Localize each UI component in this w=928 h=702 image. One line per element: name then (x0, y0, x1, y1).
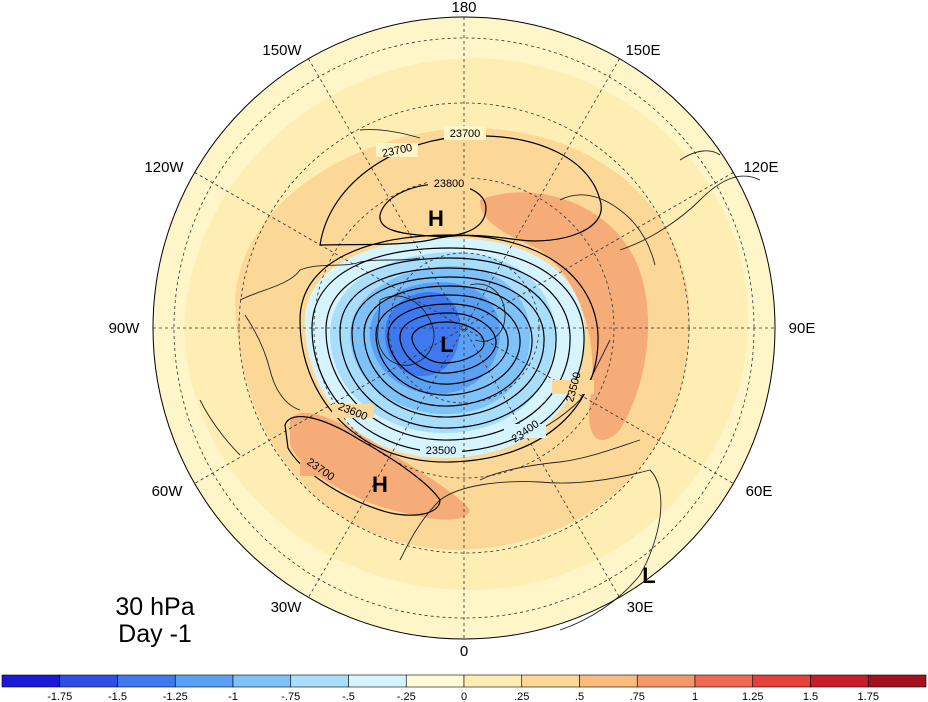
pressure-level-label: 30 hPa (115, 593, 195, 621)
colorbar-swatch (463, 674, 523, 688)
colorbar-swatch (117, 674, 176, 688)
colorbar-swatch (405, 674, 465, 688)
colorbar-swatch (810, 674, 869, 688)
lat-lon-grid (153, 17, 775, 639)
atlantic-positive-anomaly (290, 412, 470, 520)
lon-label-90w: 90W (109, 320, 141, 337)
colorbar-tick-label: 1 (692, 691, 698, 702)
contour-label: 23800 (434, 178, 465, 190)
map-boundary (152, 16, 776, 640)
colorbar-swatch (232, 674, 292, 688)
colorbar-tick-labels: -1.75 -1.5 -1.25 -1 -.75 -.5 -.25 0 .25 .5 .75 1 1.2… (47, 691, 879, 702)
lon-label-60e: 60E (746, 483, 773, 500)
colorbar-tick-label: -.75 (281, 691, 300, 702)
colorbar-tick-label: -1.25 (163, 691, 188, 702)
low-pressure-marker: L (642, 563, 655, 588)
colorbar-swatch (636, 674, 696, 688)
low-pressure-marker: L (440, 332, 453, 357)
colorbar-tick-label: 0 (461, 691, 467, 702)
contour-label: 23700 (450, 128, 481, 140)
colorbar-tick-label: .25 (514, 691, 529, 702)
lon-label-180: 180 (451, 0, 476, 16)
colorbar-swatch (1, 674, 61, 688)
contour-23400 (325, 257, 571, 441)
colorbar: -1.75 -1.5 -1.25 -1 -.75 -.5 -.25 0 .25 .5 .75 1 1.2… (1, 674, 927, 702)
colorbar-swatch (867, 674, 927, 688)
colorbar-swatches (1, 674, 927, 688)
anomaly-shading (153, 17, 775, 639)
colorbar-tick-label: -.5 (342, 691, 355, 702)
colorbar-tick-label: .5 (575, 691, 584, 702)
colorbar-swatch (59, 674, 118, 688)
polar-stereographic-map: 23700 23700 23800 23600 23500 23400 2350… (109, 0, 816, 660)
contour-23500 (311, 247, 585, 453)
longitude-labels: 180 150E 120E 90E 60E 30E 0 30W 60W 90W … (109, 0, 816, 660)
lon-label-30e: 30E (627, 599, 654, 616)
colorbar-tick-label: -.25 (397, 691, 416, 702)
colorbar-tick-label: .75 (630, 691, 645, 702)
lon-label-120w: 120W (144, 159, 184, 176)
colorbar-swatch (174, 674, 234, 688)
lon-label-30w: 30W (271, 599, 303, 616)
high-pressure-marker: H (372, 472, 388, 497)
colorbar-tick-label: 1.5 (803, 691, 818, 702)
colorbar-swatch (694, 674, 754, 688)
colorbar-tick-label: -1.5 (108, 691, 127, 702)
colorbar-tick-label: 1.75 (858, 691, 879, 702)
contour-label: 23500 (426, 445, 457, 457)
colorbar-tick-label: -1.75 (47, 691, 72, 702)
contour-23600 (299, 234, 599, 463)
contour-23800 (379, 183, 487, 237)
lon-label-90e: 90E (789, 320, 816, 337)
colorbar-tick-label: 1.25 (742, 691, 763, 702)
lon-label-60w: 60W (152, 483, 184, 500)
lon-label-150e: 150E (625, 42, 660, 59)
lon-label-0: 0 (460, 643, 468, 660)
contour-23700-atlantic (284, 416, 441, 516)
colorbar-tick-label: -1 (228, 691, 238, 702)
lon-label-120e: 120E (743, 159, 778, 176)
high-pressure-marker: H (428, 206, 444, 231)
colorbar-swatch (348, 674, 407, 688)
colorbar-swatch (579, 674, 638, 688)
colorbar-swatch (521, 674, 580, 688)
time-label: Day -1 (118, 620, 192, 648)
pressure-centers: H L H L (372, 206, 656, 588)
colorbar-swatch (290, 674, 349, 688)
lon-label-150w: 150W (262, 42, 302, 59)
colorbar-swatch (752, 674, 811, 688)
eurasia-positive-anomaly (480, 192, 649, 440)
panel-title: 30 hPa Day -1 (100, 594, 210, 648)
height-contours (284, 135, 602, 516)
